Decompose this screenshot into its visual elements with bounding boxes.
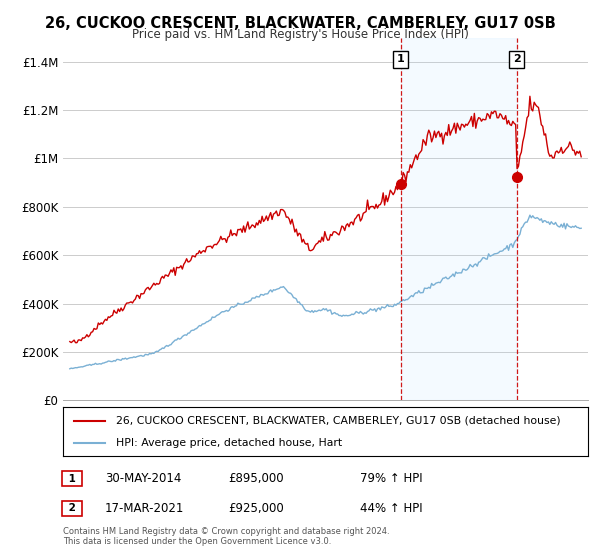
Text: 17-MAR-2021: 17-MAR-2021 xyxy=(105,502,184,515)
Text: 2: 2 xyxy=(65,503,79,514)
Text: 79% ↑ HPI: 79% ↑ HPI xyxy=(360,472,422,486)
Text: £925,000: £925,000 xyxy=(228,502,284,515)
Text: 30-MAY-2014: 30-MAY-2014 xyxy=(105,472,181,486)
Bar xyxy=(401,38,517,400)
Text: 2: 2 xyxy=(513,54,520,64)
Text: 1: 1 xyxy=(65,474,79,484)
Text: 1: 1 xyxy=(397,54,404,64)
Text: 26, CUCKOO CRESCENT, BLACKWATER, CAMBERLEY, GU17 0SB: 26, CUCKOO CRESCENT, BLACKWATER, CAMBERL… xyxy=(44,16,556,31)
Text: £895,000: £895,000 xyxy=(228,472,284,486)
Text: HPI: Average price, detached house, Hart: HPI: Average price, detached house, Hart xyxy=(115,437,341,447)
Text: Price paid vs. HM Land Registry's House Price Index (HPI): Price paid vs. HM Land Registry's House … xyxy=(131,28,469,41)
Text: 26, CUCKOO CRESCENT, BLACKWATER, CAMBERLEY, GU17 0SB (detached house): 26, CUCKOO CRESCENT, BLACKWATER, CAMBERL… xyxy=(115,416,560,426)
Text: 44% ↑ HPI: 44% ↑ HPI xyxy=(360,502,422,515)
Text: Contains HM Land Registry data © Crown copyright and database right 2024.
This d: Contains HM Land Registry data © Crown c… xyxy=(63,526,389,546)
